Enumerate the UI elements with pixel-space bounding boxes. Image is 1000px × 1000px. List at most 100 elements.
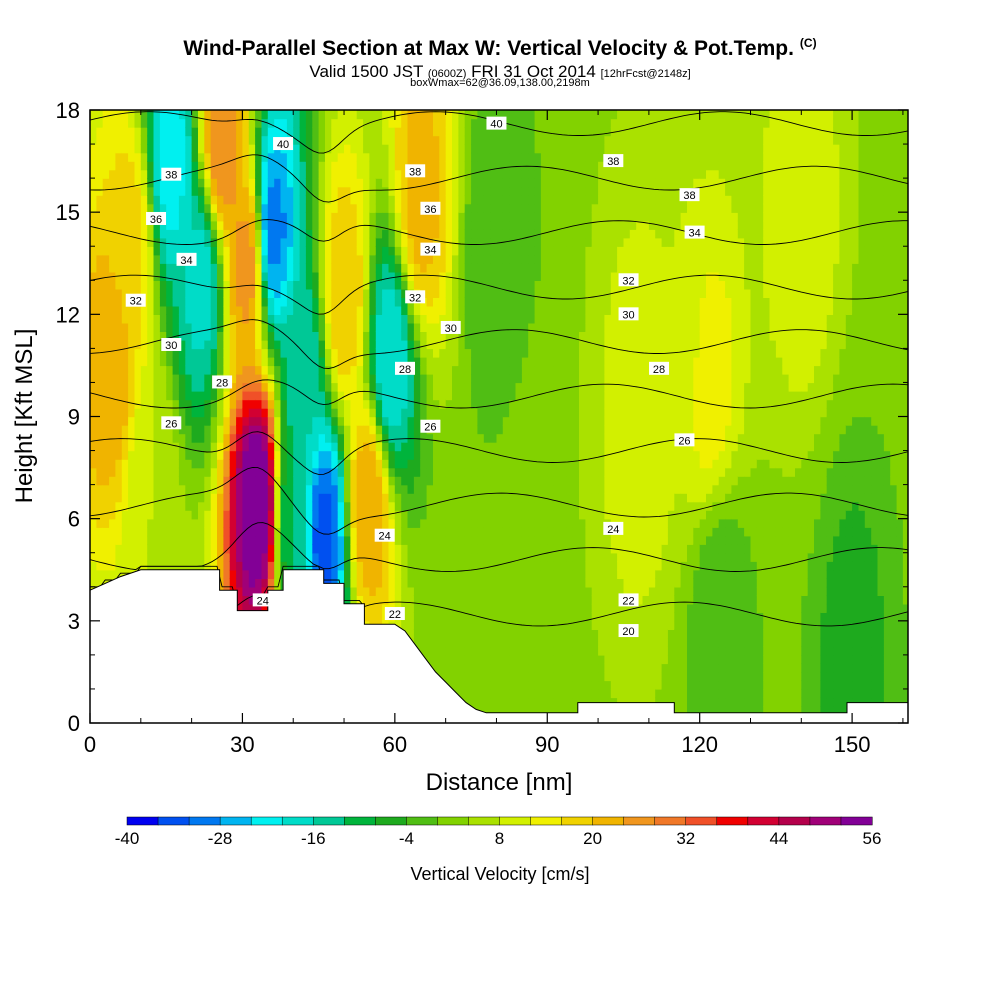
heatmap-cell [471, 246, 479, 256]
heatmap-cell [185, 501, 193, 511]
heatmap-cell [255, 178, 263, 188]
heatmap-cell [325, 569, 333, 579]
heatmap-cell [464, 510, 472, 520]
heatmap-cell [502, 220, 510, 230]
heatmap-cell [102, 288, 110, 298]
heatmap-cell [483, 314, 491, 324]
heatmap-cell [166, 127, 174, 137]
heatmap-cell [375, 254, 383, 264]
heatmap-cell [458, 620, 466, 630]
heatmap-cell [121, 527, 129, 537]
heatmap-cell [502, 680, 510, 690]
heatmap-cell [172, 518, 180, 528]
heatmap-cell [153, 476, 161, 486]
heatmap-cell [369, 399, 377, 409]
heatmap-cell [299, 382, 307, 392]
heatmap-cell [350, 161, 358, 171]
heatmap-cell [96, 246, 104, 256]
heatmap-cell [293, 220, 301, 230]
heatmap-cell [325, 161, 333, 171]
heatmap-cell [477, 680, 485, 690]
heatmap-cell [483, 246, 491, 256]
heatmap-cell [191, 229, 199, 239]
heatmap-cell [420, 442, 428, 452]
heatmap-cell [109, 544, 117, 554]
heatmap-cell [394, 399, 402, 409]
heatmap-cell [401, 408, 409, 418]
heatmap-cell [439, 620, 447, 630]
heatmap-cell [394, 518, 402, 528]
heatmap-cell [318, 144, 326, 154]
heatmap-cell [363, 595, 371, 605]
heatmap-cell [134, 288, 142, 298]
heatmap-cell [274, 280, 282, 290]
heatmap-cell [223, 493, 231, 503]
heatmap-cell [178, 416, 186, 426]
heatmap-cell [344, 365, 352, 375]
heatmap-cell [96, 144, 104, 154]
heatmap-cell [185, 373, 193, 384]
heatmap-cell [464, 186, 472, 196]
heatmap-cell [477, 433, 485, 443]
heatmap-cell [178, 425, 186, 435]
heatmap-cell [483, 442, 491, 452]
heatmap-cell [420, 373, 428, 384]
heatmap-cell [210, 297, 218, 307]
heatmap-cell [217, 552, 225, 562]
heatmap-cell [185, 161, 193, 171]
heatmap-cell [464, 416, 472, 426]
heatmap-cell [496, 569, 504, 579]
heatmap-cell [90, 237, 98, 247]
heatmap-cell [496, 144, 504, 154]
heatmap-cell [255, 365, 263, 375]
heatmap-cell [413, 118, 421, 128]
heatmap-cell [185, 356, 193, 367]
heatmap-cell [490, 603, 498, 613]
heatmap-cell [496, 391, 504, 401]
heatmap-cell [210, 518, 218, 528]
heatmap-cell [452, 510, 460, 520]
heatmap-cell [490, 110, 498, 120]
heatmap-cell [261, 527, 269, 537]
heatmap-cell [356, 135, 364, 145]
heatmap-cell [445, 671, 453, 682]
heatmap-cell [312, 552, 320, 562]
heatmap-cell [464, 373, 472, 384]
heatmap-cell [90, 212, 98, 222]
heatmap-cell [267, 399, 275, 409]
heatmap-cell [305, 127, 313, 137]
heatmap-cell [464, 135, 472, 145]
heatmap-cell [477, 527, 485, 537]
heatmap-cell [178, 552, 186, 562]
heatmap-cell [356, 416, 364, 426]
heatmap-cell [280, 442, 288, 452]
heatmap-cell [223, 322, 231, 332]
heatmap-cell [236, 110, 244, 120]
heatmap-cell [109, 254, 117, 264]
heatmap-cell [312, 425, 320, 435]
heatmap-cell [394, 186, 402, 196]
heatmap-cell [363, 391, 371, 401]
heatmap-cell [128, 110, 136, 120]
heatmap-cell [305, 365, 313, 375]
heatmap-cell [471, 356, 479, 367]
heatmap-cell [242, 356, 250, 367]
heatmap-cell [439, 493, 447, 503]
heatmap-cell [458, 518, 466, 528]
heatmap-cell [426, 271, 434, 281]
heatmap-cell [255, 348, 263, 358]
heatmap-cell [90, 280, 98, 290]
heatmap-cell [229, 365, 237, 375]
heatmap-cell [248, 212, 256, 222]
heatmap-cell [255, 433, 263, 443]
heatmap-cell [496, 603, 504, 613]
heatmap-cell [490, 433, 498, 443]
heatmap-cell [477, 586, 485, 596]
heatmap-cell [274, 544, 282, 554]
heatmap-cell [521, 501, 529, 511]
heatmap-cell [153, 144, 161, 154]
heatmap-cell [515, 442, 523, 452]
heatmap-cell [521, 442, 529, 452]
heatmap-cell [445, 527, 453, 537]
heatmap-cell [178, 450, 186, 460]
